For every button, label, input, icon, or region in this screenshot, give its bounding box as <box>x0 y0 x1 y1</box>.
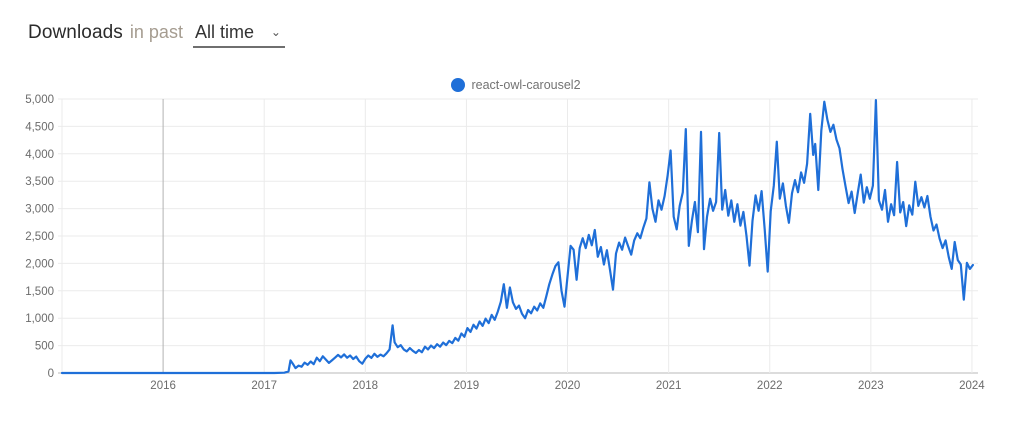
time-range-select[interactable]: All time <box>194 22 281 42</box>
y-axis-tick-label: 2,500 <box>25 231 54 243</box>
y-axis-tick-label: 1,500 <box>25 286 54 298</box>
y-axis-tick-label: 4,500 <box>25 121 54 133</box>
series-line[interactable] <box>60 98 975 375</box>
x-axis-tick-label: 2020 <box>555 380 581 392</box>
y-axis-tick-label: 4,000 <box>25 149 54 161</box>
y-axis-tick-label: 5,000 <box>25 94 54 106</box>
y-axis-tick-label: 3,500 <box>25 176 54 188</box>
y-axis-tick-label: 500 <box>35 341 54 353</box>
x-axis-tick-label: 2019 <box>454 380 480 392</box>
page-title: Downloads <box>28 22 123 43</box>
x-axis-tick-label: 2021 <box>656 380 682 392</box>
y-axis-tick-label: 2,000 <box>25 258 54 270</box>
x-axis-tick-label: 2016 <box>150 380 176 392</box>
y-axis-tick-label: 0 <box>48 368 54 380</box>
x-axis-tick-label: 2022 <box>757 380 783 392</box>
x-axis-tick-label: 2024 <box>959 380 985 392</box>
x-axis-tick-label: 2017 <box>251 380 277 392</box>
y-axis-tick-label: 3,000 <box>25 204 54 216</box>
x-axis-tick-label: 2018 <box>353 380 379 392</box>
y-axis-tick-label: 1,000 <box>25 313 54 325</box>
x-axis-tick-label: 2023 <box>858 380 884 392</box>
header-subtitle: in past <box>129 22 183 42</box>
